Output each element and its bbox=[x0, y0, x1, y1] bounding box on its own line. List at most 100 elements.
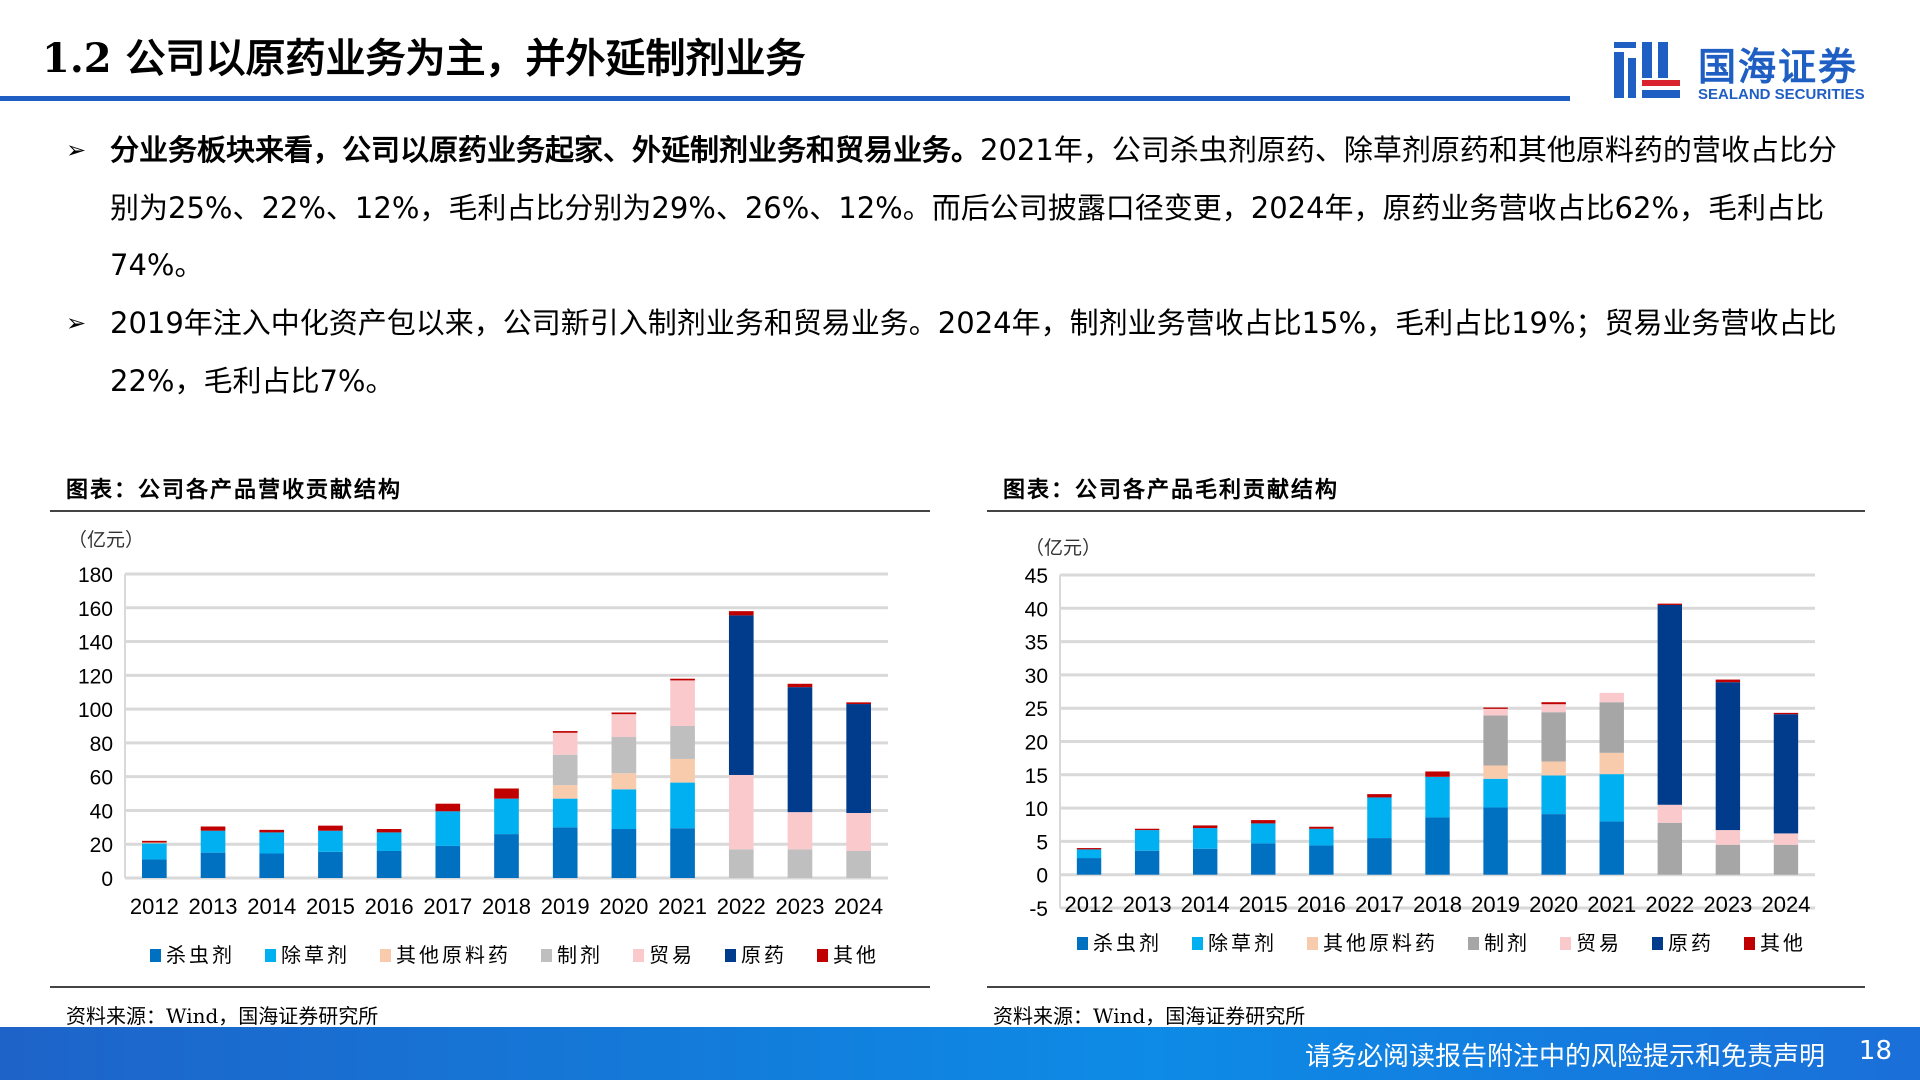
bar-segment bbox=[846, 850, 871, 878]
y-tick-label: 5 bbox=[1036, 831, 1048, 854]
legend-label: 原药 bbox=[741, 943, 787, 967]
y-tick-label: 20 bbox=[1025, 732, 1048, 755]
x-tick-label: 2019 bbox=[1471, 892, 1520, 917]
x-tick-label: 2014 bbox=[247, 894, 296, 919]
bar-segment bbox=[787, 683, 813, 688]
arrow-right-icon: ➢ bbox=[66, 309, 87, 337]
legend-swatch bbox=[1652, 937, 1663, 950]
bar-segment bbox=[1425, 817, 1450, 875]
legend-label: 杀虫剂 bbox=[166, 943, 235, 967]
legend-label: 其他 bbox=[833, 943, 879, 967]
bar-segment bbox=[1773, 833, 1799, 845]
bar-segment bbox=[200, 826, 226, 831]
revenue-chart: （亿元） 0 20 40 60 80 100 120 140 160 180 2012 2013 2014… bbox=[68, 529, 888, 967]
bar-segment bbox=[552, 731, 578, 733]
legend-swatch bbox=[1468, 937, 1479, 950]
legend-swatch bbox=[265, 949, 276, 962]
bar-segment bbox=[142, 859, 167, 878]
chart-divider bbox=[50, 510, 930, 512]
y-tick-label: 45 bbox=[1025, 565, 1048, 588]
x-tick-label: 2016 bbox=[1297, 892, 1346, 917]
y-tick-label: 15 bbox=[1025, 765, 1048, 788]
x-tick-label: 2024 bbox=[834, 894, 883, 919]
bar-segment bbox=[435, 803, 461, 812]
y-tick-label: 40 bbox=[90, 800, 113, 823]
legend-label: 制剂 bbox=[1484, 931, 1530, 955]
bar-segment bbox=[1251, 843, 1276, 875]
legend-swatch bbox=[380, 949, 391, 962]
bar-segment bbox=[318, 851, 343, 878]
company-logo: 国海证券 SEALAND SECURITIES bbox=[1612, 36, 1882, 106]
x-tick-label: 2023 bbox=[1703, 892, 1752, 917]
bar-segment bbox=[1599, 774, 1624, 822]
x-tick-label: 2022 bbox=[717, 894, 766, 919]
bar-segment bbox=[611, 789, 637, 830]
page-number: 18 bbox=[1858, 1036, 1892, 1066]
legend-swatch bbox=[1560, 937, 1571, 950]
legend-label: 其他原料药 bbox=[1323, 931, 1438, 955]
bar-segment bbox=[846, 702, 871, 705]
y-tick-label: 100 bbox=[78, 699, 113, 722]
bar-segment bbox=[435, 845, 461, 878]
bar-segment bbox=[1367, 838, 1392, 875]
bar-segment bbox=[728, 849, 754, 878]
bar-segment bbox=[1134, 850, 1160, 875]
legend-label: 其他原料药 bbox=[396, 943, 511, 967]
legend-label: 除草剂 bbox=[1208, 931, 1277, 955]
legend-label: 贸易 bbox=[1576, 931, 1622, 955]
x-tick-label: 2018 bbox=[1413, 892, 1462, 917]
bar-segment bbox=[1251, 823, 1276, 844]
bar-segment bbox=[1773, 712, 1799, 715]
bar-segment bbox=[670, 782, 695, 829]
y-tick-label: 0 bbox=[1036, 865, 1048, 888]
y-tick-label: -5 bbox=[1029, 898, 1048, 921]
legend-label: 其他 bbox=[1760, 931, 1806, 955]
y-axis-unit: （亿元） bbox=[1025, 537, 1101, 559]
source-note: 资料来源：Wind，国海证券研究所 bbox=[66, 1004, 379, 1028]
y-tick-label: 10 bbox=[1025, 798, 1048, 821]
bar-segment bbox=[552, 827, 578, 878]
bar-segment bbox=[376, 832, 402, 851]
bullet-text: 2019年注入中化资产包以来，公司新引入制剂业务和贸易业务。2024年，制剂业务… bbox=[110, 306, 1837, 398]
bar-segment bbox=[1309, 826, 1334, 829]
x-tick-label: 2017 bbox=[1355, 892, 1404, 917]
y-tick-label: 25 bbox=[1025, 698, 1048, 721]
bar-segment bbox=[1192, 848, 1218, 875]
bar-segment bbox=[259, 832, 285, 854]
disclaimer-text: 请务必阅读报告附注中的风险提示和免责声明 bbox=[1304, 1042, 1825, 1072]
bar-segment bbox=[1599, 692, 1624, 703]
bar-segment bbox=[1541, 704, 1566, 713]
chart-divider bbox=[987, 510, 1865, 512]
bar-segment bbox=[1715, 679, 1741, 683]
bar-segment bbox=[787, 849, 813, 878]
bar-segment bbox=[1599, 821, 1624, 875]
bar-segment bbox=[1425, 776, 1450, 818]
bar-segment bbox=[1367, 794, 1392, 798]
bar-segment bbox=[1483, 707, 1508, 709]
x-tick-label: 2015 bbox=[306, 894, 355, 919]
bar-segment bbox=[728, 611, 754, 616]
bullet-point-2: ➢ 2019年注入中化资产包以来，公司新引入制剂业务和贸易业务。2024年，制剂… bbox=[66, 295, 1855, 410]
x-tick-label: 2024 bbox=[1761, 892, 1810, 917]
bar-segment bbox=[670, 678, 695, 681]
bar-segment bbox=[1541, 702, 1566, 705]
page-title: 1.2 公司以原药业务为主，并外延制剂业务 bbox=[42, 35, 806, 82]
x-tick-label: 2021 bbox=[658, 894, 707, 919]
bar-segment bbox=[318, 825, 343, 831]
y-tick-label: 30 bbox=[1025, 665, 1048, 688]
bar-segment bbox=[1715, 682, 1741, 831]
y-tick-label: 20 bbox=[90, 834, 113, 857]
x-tick-label: 2013 bbox=[189, 894, 238, 919]
bar-segment bbox=[1541, 761, 1566, 776]
bar-segment bbox=[259, 853, 285, 878]
y-tick-label: 80 bbox=[90, 733, 113, 756]
x-tick-label: 2014 bbox=[1181, 892, 1230, 917]
bar-segment bbox=[494, 788, 519, 799]
bar-segment bbox=[1483, 765, 1508, 779]
bar-segment bbox=[376, 829, 402, 833]
bullet-point-1: ➢ 分业务板块来看，公司以原药业务起家、外延制剂业务和贸易业务。2021年，公司… bbox=[66, 122, 1855, 295]
bar-segment bbox=[1657, 804, 1683, 823]
chart-divider bbox=[50, 986, 930, 988]
chart-divider bbox=[987, 986, 1865, 988]
bar-segment bbox=[1599, 702, 1624, 753]
